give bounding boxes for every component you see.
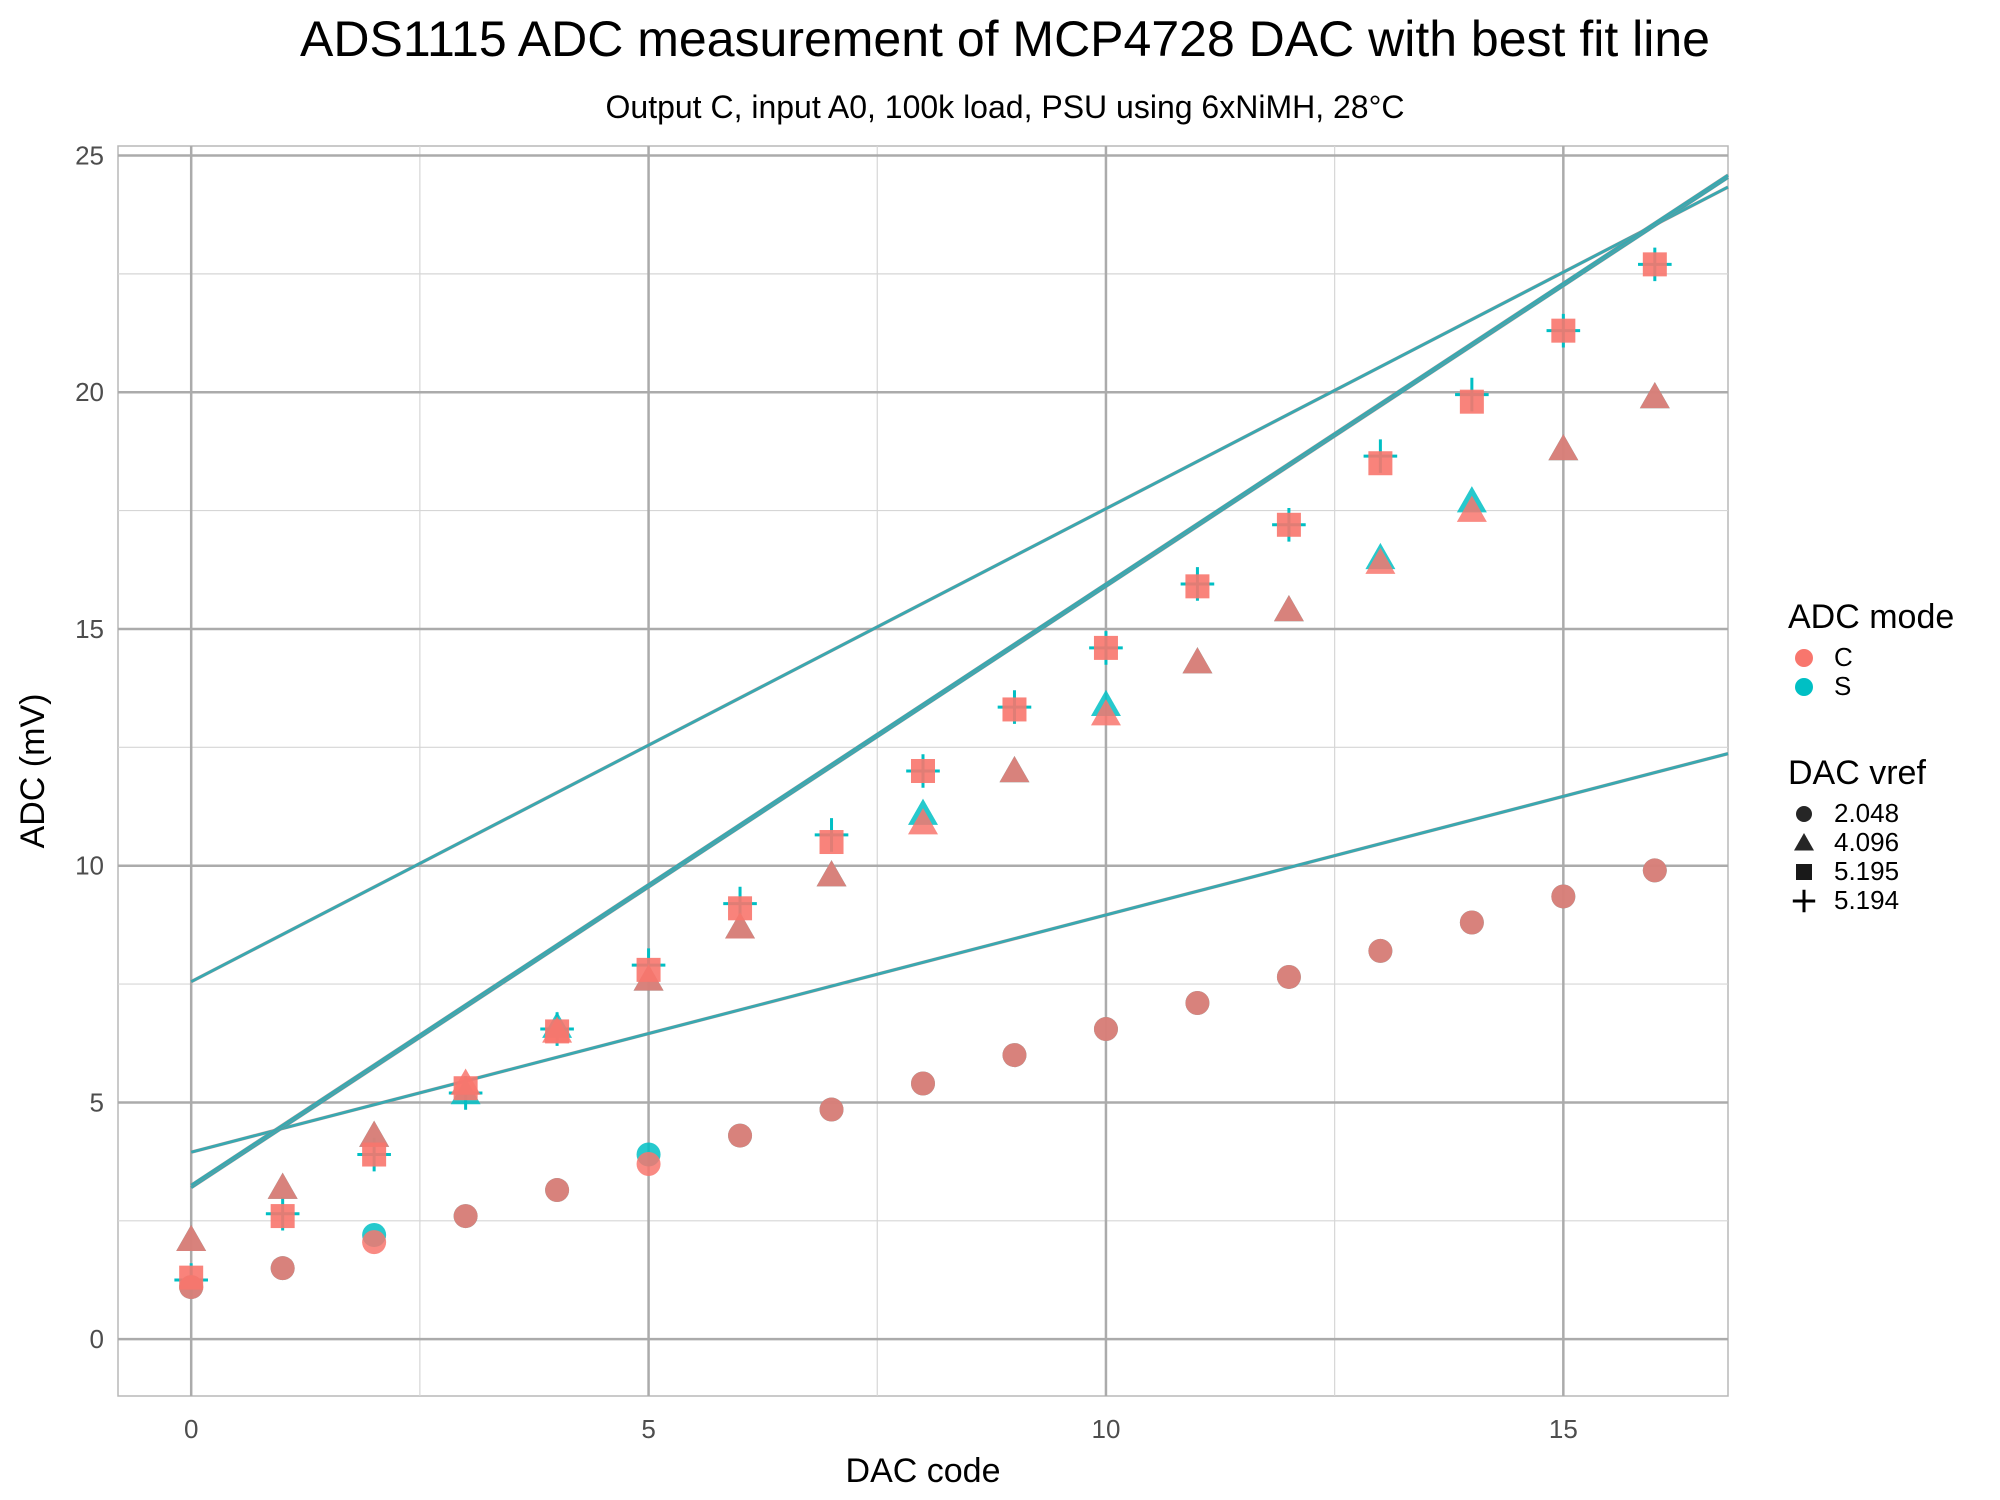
data-point-circle (453, 1204, 478, 1229)
data-point-triangle (176, 1224, 207, 1251)
data-point-square (179, 1265, 204, 1290)
fit-line (190, 185, 1729, 984)
y-tick-label: 10 (75, 851, 104, 881)
y-tick-label: 5 (90, 1087, 104, 1117)
data-point-circle (911, 1071, 935, 1096)
data-point-square (636, 957, 661, 982)
legend-key-circle (1796, 806, 1812, 822)
legend-title: DAC vref (1788, 754, 1926, 792)
data-point-square (1368, 451, 1393, 476)
fit-line (190, 173, 1729, 1187)
data-point-circle (270, 1256, 295, 1281)
legend-label: 5.195 (1834, 856, 1899, 886)
legend-label: 5.194 (1834, 885, 1899, 915)
data-point-triangle (1365, 547, 1396, 574)
data-point-square (270, 1204, 295, 1229)
fit-line (190, 752, 1729, 1154)
data-point-triangle (1182, 647, 1213, 674)
x-tick-label: 5 (641, 1414, 655, 1444)
data-point-triangle (1639, 381, 1670, 409)
data-point-circle (1642, 858, 1667, 883)
legend-key-C (1795, 649, 1813, 667)
data-point-square (362, 1142, 387, 1167)
y-axis-title: ADC (mV) (14, 694, 52, 849)
legend-key-square (1796, 864, 1812, 880)
data-point-square (545, 1019, 570, 1044)
data-point-circle (545, 1178, 570, 1203)
data-point-triangle (725, 912, 756, 939)
y-tick-label: 20 (75, 377, 104, 407)
data-point-circle (1368, 938, 1393, 963)
data-point-triangle (999, 756, 1030, 783)
data-point-triangle (1548, 434, 1579, 461)
y-tick-label: 15 (75, 614, 104, 644)
x-axis-title: DAC code (846, 1452, 1001, 1490)
legend-title: ADC mode (1788, 598, 1954, 636)
data-point-circle (1185, 991, 1210, 1016)
data-point-triangle (1456, 495, 1487, 522)
data-point-circle (1459, 910, 1484, 935)
data-point-circle (362, 1230, 387, 1255)
data-point-circle (819, 1097, 844, 1122)
legend-key-triangle (1794, 833, 1814, 851)
data-point-triangle (359, 1120, 390, 1147)
x-tick-label: 15 (1549, 1414, 1578, 1444)
data-point-square (1459, 389, 1484, 414)
data-point-circle (1276, 964, 1301, 989)
data-point-square (1002, 697, 1027, 722)
legend-key-plus (1792, 889, 1816, 913)
data-point-circle (1002, 1043, 1027, 1068)
data-point-triangle (1273, 595, 1304, 622)
x-tick-label: 0 (184, 1414, 198, 1444)
x-tick-label: 10 (1091, 1414, 1120, 1444)
tick-labels: 0 5 10 15 0 5 10 15 20 25 (75, 140, 1578, 1444)
data-point-circle (636, 1151, 661, 1176)
data-point-square (819, 830, 844, 855)
data-point-square (1551, 318, 1576, 343)
legend-label: C (1834, 642, 1853, 672)
data-point-triangle (816, 860, 847, 887)
data-point-triangle (1090, 699, 1121, 726)
legend-key-S (1795, 678, 1813, 696)
data-point-circle (1551, 884, 1576, 909)
data-point-square (728, 896, 753, 921)
data-point-square (1642, 252, 1667, 277)
data-point-square (453, 1076, 478, 1101)
legend-label: 2.048 (1834, 798, 1899, 828)
chart-title: ADS1115 ADC measurement of MCP4728 DAC w… (300, 11, 1710, 67)
fit-line (190, 176, 1729, 1189)
legend-label: 4.096 (1834, 827, 1899, 857)
data-point-square (911, 759, 935, 783)
chart-subtitle: Output C, input A0, 100k load, PSU using… (606, 89, 1405, 125)
data-points (174, 247, 1672, 1300)
y-tick-label: 25 (75, 140, 104, 170)
data-point-square (1185, 574, 1210, 599)
data-point-square (1276, 512, 1301, 537)
data-point-circle (728, 1123, 753, 1148)
fit-lines (190, 173, 1729, 1190)
data-point-triangle (908, 808, 938, 835)
y-tick-label: 0 (90, 1324, 104, 1354)
data-point-circle (1093, 1017, 1118, 1042)
data-point-triangle (267, 1172, 298, 1199)
legend-label: S (1834, 671, 1851, 701)
data-point-square (1093, 635, 1118, 660)
